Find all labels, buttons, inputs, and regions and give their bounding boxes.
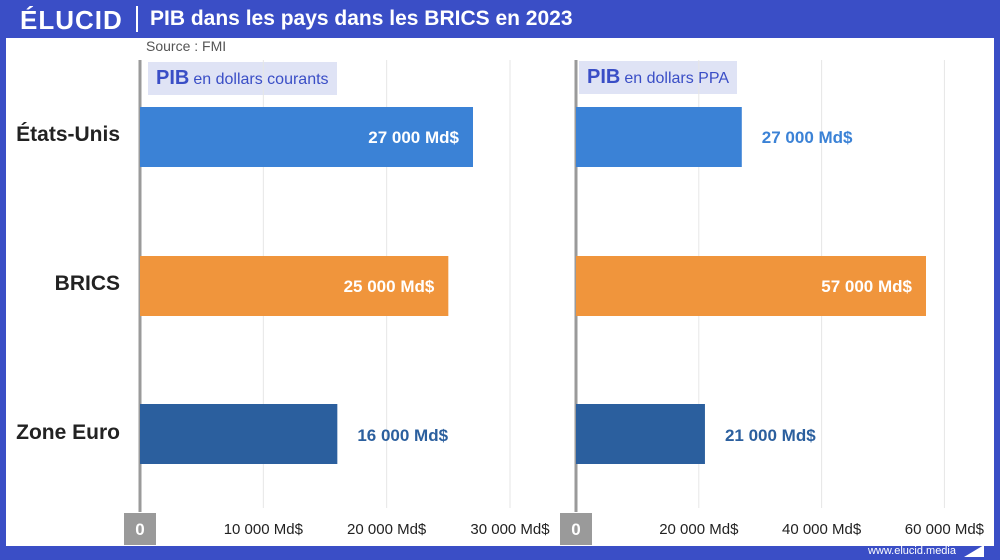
left-bar-1 — [140, 256, 449, 316]
left-subtitle-bold: PIB — [156, 67, 190, 89]
left-bar-0 — [140, 107, 473, 167]
left-bar-2 — [140, 404, 338, 464]
category-label-usa: États-Unis — [16, 123, 120, 146]
footer-bar — [0, 546, 1000, 560]
right-tick-label: 0 — [571, 520, 580, 539]
left-zero-tick-box — [124, 513, 156, 545]
header-bar — [0, 0, 1000, 38]
right-bar-2 — [576, 404, 705, 464]
left-chart-subtitle: PIB en dollars courants — [148, 62, 337, 95]
category-label-brics: BRICS — [54, 272, 120, 295]
right-value-label: 21 000 Md$ — [725, 426, 816, 445]
right-chart-subtitle: PIB en dollars PPA — [579, 61, 737, 94]
right-zero-tick-box — [560, 513, 592, 545]
left-tick-label: 0 — [135, 520, 144, 539]
left-tick-label: 20 000 Md$ — [347, 521, 427, 538]
right-subtitle-rest: en dollars PPA — [624, 70, 729, 87]
right-tick-label: 20 000 Md$ — [659, 521, 739, 538]
elucid-logo: ÉLUCID — [20, 5, 123, 35]
right-value-label: 27 000 Md$ — [762, 128, 853, 147]
source-label: Source : FMI — [146, 38, 227, 54]
right-value-label: 57 000 Md$ — [821, 277, 912, 296]
left-value-label: 25 000 Md$ — [344, 277, 435, 296]
left-value-label: 27 000 Md$ — [368, 128, 459, 147]
left-tick-label: 30 000 Md$ — [470, 521, 550, 538]
right-subtitle-bold: PIB — [587, 66, 621, 88]
chart-title: PIB dans les pays dans les BRICS en 2023 — [150, 7, 573, 30]
right-bar-1 — [576, 256, 926, 316]
left-value-label: 16 000 Md$ — [357, 426, 448, 445]
category-label-euro: Zone Euro — [16, 421, 120, 444]
footer-url: www.elucid.media — [867, 545, 956, 557]
right-bar-0 — [576, 107, 742, 167]
left-tick-label: 10 000 Md$ — [224, 521, 304, 538]
left-subtitle-rest: en dollars courants — [193, 71, 329, 88]
logo-separator — [136, 6, 138, 32]
right-tick-label: 60 000 Md$ — [905, 521, 985, 538]
right-tick-label: 40 000 Md$ — [782, 521, 862, 538]
